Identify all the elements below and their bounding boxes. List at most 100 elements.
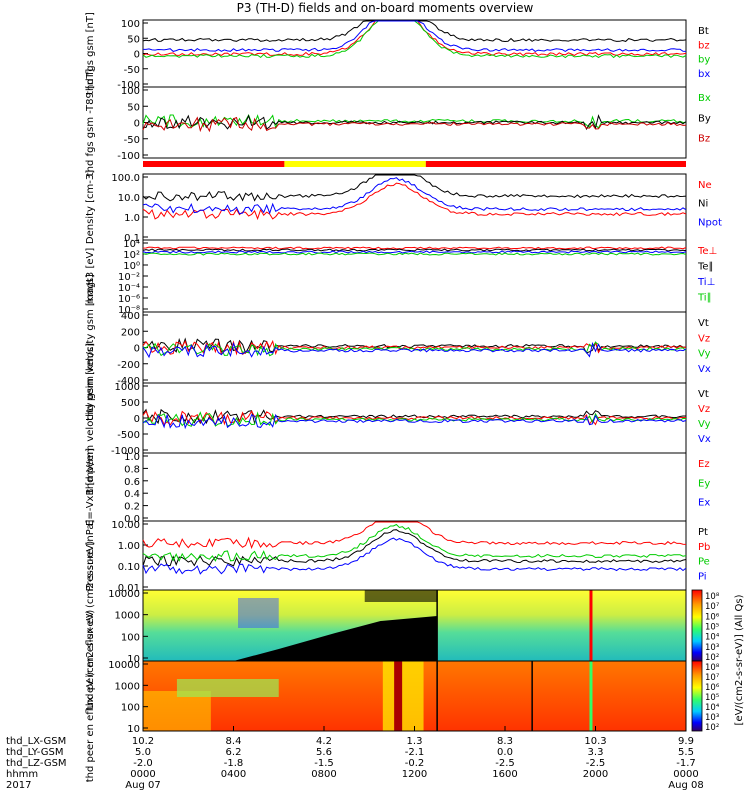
fgs-legend-1: bz (698, 40, 710, 51)
fgs2-ytick-label: 0 (134, 119, 140, 130)
ispec-ytick-label: 100 (121, 632, 140, 643)
fgs2-ytick-label: 100 (121, 86, 140, 97)
xaxis-x_lx-label: 10.3 (584, 736, 606, 747)
xaxis-x_ticks_hhmm-label: 0000 (673, 769, 698, 780)
xaxis-x_lz-label: -0.2 (405, 758, 425, 769)
temp-ytick-label: 10⁻² (118, 272, 140, 283)
espec-perigee (382, 661, 424, 731)
xaxis-x_lz-label: -2.5 (586, 758, 606, 769)
espec-ytick-label: 1000 (115, 681, 140, 692)
fgs-ytick-label: 100 (121, 19, 140, 30)
ve-ytick-label: -1000 (111, 446, 140, 457)
xaxis-x_ticks_hhmm-label: 1200 (402, 769, 427, 780)
efield-ytick-label: 0.2 (124, 502, 140, 513)
temp-ytick-label: 10⁰ (123, 261, 140, 272)
fgs2-ytick-label: -100 (117, 151, 140, 162)
ispec-low-counts (233, 616, 438, 661)
temp-legend-1: Te∥ (697, 262, 714, 273)
fgs-ytick-label: -100 (117, 80, 140, 91)
ve-ylabel: thd peem velocity gsm [km/s] (85, 343, 96, 493)
mode-bar (143, 161, 686, 167)
colorbar-tick: 10⁸ (705, 663, 720, 673)
efield-frame (142, 452, 687, 522)
press-trace-0 (142, 529, 687, 567)
press-legend-0: Pt (698, 527, 708, 538)
temp-legend-0: Te⊥ (697, 246, 717, 257)
colorbar-tick: 10⁴ (705, 633, 720, 643)
figure-title: P3 (TH-D) fields and on-board moments ov… (237, 1, 534, 15)
ve-legend-3: Vx (698, 434, 711, 445)
vi-legend-2: Vy (698, 349, 711, 360)
fgs-ytick-label: -50 (124, 65, 140, 76)
fgs-ylabel: thd fgs gsm [nT] (85, 12, 96, 95)
colorbar-tick: 10² (705, 723, 719, 733)
xaxis-x_lz-label: -1.8 (224, 758, 244, 769)
fgs2-trace-2 (142, 116, 687, 133)
efield-ytick-label: 1.0 (124, 452, 140, 463)
xaxis-date-label: Aug 08 (668, 780, 703, 791)
ve-legend-2: Vy (698, 419, 711, 430)
ispec-ytick-label: 1000 (115, 611, 140, 622)
espec-ytick-label: 100 (121, 703, 140, 714)
efield-ytick-label: 0.6 (124, 477, 140, 488)
xaxis-x_lx-label: 8.4 (226, 736, 242, 747)
fgs2-trace-0 (142, 113, 687, 130)
dens-legend-1: Ni (698, 199, 708, 210)
temp-trace-1 (142, 248, 687, 252)
xaxis-row-label: thd_LX-GSM (6, 736, 66, 747)
panel-fgs2: 100 50 0 -50 -100 thd fgs gsm -T89 [nT] Bx By Bz (85, 69, 711, 177)
ispec-ytick-label: 10000 (108, 589, 140, 600)
temp-ytick-label: 10⁻⁶ (118, 294, 140, 305)
efield-ytick-label: 0.8 (124, 464, 140, 475)
xaxis-x_ly-label: 6.2 (226, 747, 242, 758)
vi-ytick-label: -200 (117, 360, 140, 371)
colorbar-tick: 10⁵ (705, 623, 719, 633)
colorbar-tick: 10⁸ (705, 592, 720, 602)
efield-legend-1: Ey (698, 478, 710, 489)
colorbar-tick: 10⁷ (705, 602, 720, 612)
colorbar-tick: 10⁷ (705, 673, 720, 683)
xaxis-x_ticks_hhmm-label: 0400 (221, 769, 246, 780)
press-ytick-label: 1.00 (118, 541, 140, 552)
mode-segment (425, 161, 686, 167)
temp-ytick-label: 10⁻⁸ (118, 305, 140, 316)
xaxis-x_lz-label: -1.5 (314, 758, 334, 769)
ispec-blue-patch (238, 598, 279, 628)
xaxis-row-label: thd_LY-GSM (6, 747, 63, 758)
fgs-legend-2: by (698, 55, 710, 66)
dens-ytick-label: 1.0 (124, 213, 140, 224)
xaxis-date-label: Aug 07 (125, 780, 160, 791)
fgs-legend-3: bx (698, 69, 710, 80)
temp-legend-2: Ti⊥ (697, 277, 715, 288)
dens-ytick-label: 0.1 (124, 233, 140, 244)
panel-ispec: 10000 1000 100 10 thd peir en eflux eV (cm2-… (85, 541, 687, 710)
colorbar-tick: 10⁵ (705, 693, 719, 703)
press-legend-3: Pi (698, 571, 707, 582)
espec-green-band (176, 679, 279, 697)
temp-trace-2 (142, 250, 687, 254)
press-trace-1 (142, 521, 687, 550)
ve-ytick-label: 0 (134, 414, 140, 425)
panel-press: 10.00 1.00 0.10 0.01 Pressure [nPa] Pt Pb Pe Pi (85, 520, 710, 594)
ve-ytick-label: 1000 (115, 382, 140, 393)
efield-legend-0: Ez (698, 459, 710, 470)
xaxis-x_ticks_hhmm-label: 1600 (492, 769, 517, 780)
colorbar-tick: 10³ (705, 643, 719, 653)
dens-frame (142, 173, 687, 241)
espec-core (394, 661, 403, 731)
ve-trace-2 (142, 411, 687, 427)
panel-dens: 100.0 10.0 1.0 0.1 Density [cm-3] Ne Ni Npot (85, 170, 722, 244)
press-trace-3 (142, 537, 687, 575)
dens-ytick-label: 10.0 (118, 193, 140, 204)
ve-trace-3 (142, 413, 687, 430)
fgs2-ytick-label: 50 (127, 102, 140, 113)
colorbar-tick: 10⁶ (705, 612, 720, 622)
vi-ytick-label: 0 (134, 344, 140, 355)
vi-legend-1: Vz (698, 333, 710, 344)
xaxis-x_lx-label: 10.2 (132, 736, 154, 747)
espec-low-band (143, 691, 211, 731)
fgs2-ylabel: thd fgs gsm -T89 [nT] (85, 69, 96, 177)
